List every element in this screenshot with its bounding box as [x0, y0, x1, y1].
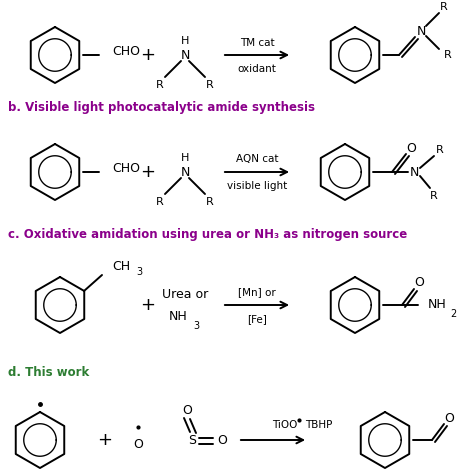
- Text: H: H: [181, 36, 189, 46]
- Text: [Mn] or: [Mn] or: [238, 287, 276, 297]
- Text: N: N: [410, 165, 419, 179]
- Text: +: +: [98, 431, 112, 449]
- Text: R: R: [430, 191, 438, 201]
- Text: TiOO: TiOO: [272, 420, 297, 430]
- Text: R: R: [436, 145, 444, 155]
- Text: TBHP: TBHP: [305, 420, 332, 430]
- Text: O: O: [133, 438, 143, 452]
- Text: R: R: [206, 80, 214, 90]
- Text: O: O: [444, 411, 454, 425]
- Text: O: O: [217, 434, 227, 447]
- Text: d. This work: d. This work: [8, 365, 89, 379]
- Text: AQN cat: AQN cat: [236, 154, 278, 164]
- Text: R: R: [206, 197, 214, 207]
- Text: R: R: [440, 2, 448, 12]
- Text: N: N: [416, 25, 426, 37]
- Text: TM cat: TM cat: [240, 38, 274, 48]
- Text: oxidant: oxidant: [237, 64, 276, 74]
- Text: R: R: [156, 80, 164, 90]
- Text: S: S: [188, 434, 196, 447]
- Text: 3: 3: [136, 267, 142, 277]
- Text: b. Visible light photocatalytic amide synthesis: b. Visible light photocatalytic amide sy…: [8, 100, 315, 113]
- Text: CHO: CHO: [112, 162, 140, 174]
- Text: Urea or: Urea or: [162, 289, 208, 301]
- Text: +: +: [140, 46, 155, 64]
- Text: CH: CH: [112, 261, 130, 273]
- Text: N: N: [180, 165, 190, 179]
- Text: H: H: [181, 153, 189, 163]
- Text: [Fe]: [Fe]: [247, 314, 267, 324]
- Text: NH: NH: [169, 310, 187, 323]
- Text: O: O: [406, 142, 416, 155]
- Text: +: +: [140, 163, 155, 181]
- Text: R: R: [156, 197, 164, 207]
- Text: 2: 2: [450, 309, 456, 319]
- Text: O: O: [414, 276, 424, 290]
- Text: 3: 3: [193, 321, 199, 331]
- Text: visible light: visible light: [227, 181, 287, 191]
- Text: O: O: [182, 403, 192, 417]
- Text: c. Oxidative amidation using urea or NH₃ as nitrogen source: c. Oxidative amidation using urea or NH₃…: [8, 228, 407, 240]
- Text: +: +: [140, 296, 155, 314]
- Text: CHO: CHO: [112, 45, 140, 57]
- Text: NH: NH: [428, 299, 447, 311]
- Text: N: N: [180, 48, 190, 62]
- Text: R: R: [444, 50, 452, 60]
